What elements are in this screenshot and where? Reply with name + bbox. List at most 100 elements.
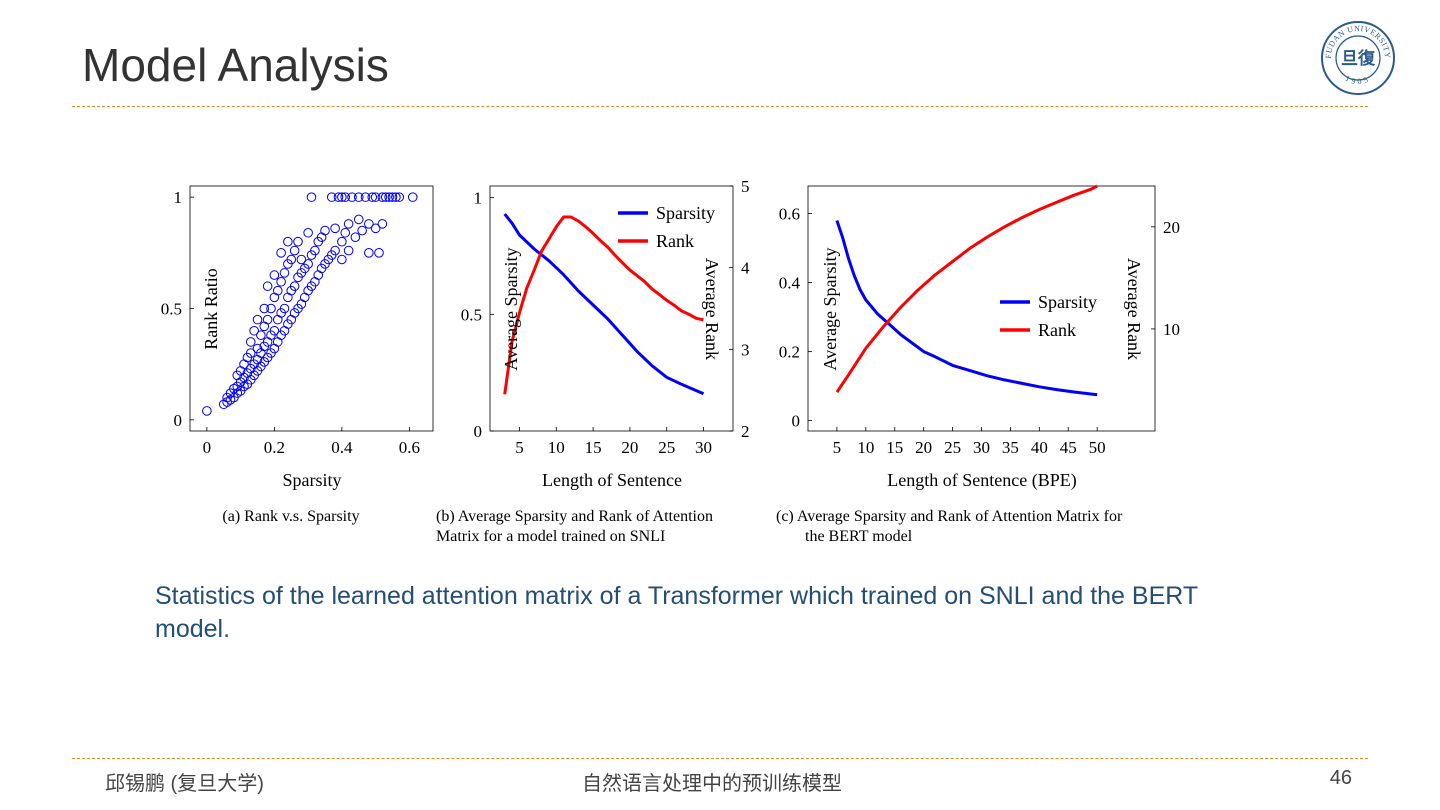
- page-number: 46: [1329, 767, 1352, 789]
- x-tick-label: 10: [548, 438, 565, 457]
- scatter-point: [262, 314, 273, 325]
- scatter-point: [330, 245, 340, 256]
- scatter-point: [343, 219, 354, 229]
- scatter-point: [313, 270, 324, 280]
- slide-caption: Statistics of the learned attention matr…: [155, 582, 1198, 643]
- y2-tick-label: 5: [741, 177, 750, 196]
- scatter-point: [222, 397, 232, 407]
- legend-label-rank: Rank: [1038, 320, 1076, 340]
- slide-title: Model Analysis: [82, 39, 389, 91]
- scatter-point: [353, 214, 364, 225]
- x-axis-label: Sparsity: [282, 470, 341, 490]
- plot-frame: [489, 185, 734, 432]
- y-tick-label: 0: [792, 412, 801, 431]
- x-tick-label: 20: [915, 438, 932, 457]
- scatter-point: [289, 245, 300, 256]
- series-line-sparsity: [503, 213, 705, 396]
- series-line-sparsity: [835, 220, 1098, 397]
- x-axis-label: Length of Sentence (BPE): [887, 470, 1076, 491]
- scatter-point: [249, 325, 259, 336]
- fudan-university-logo: FUDAN UNIVERSITY 1905 旦復: [1321, 21, 1395, 95]
- scatter-point: [380, 192, 391, 202]
- scatter-point: [279, 303, 290, 314]
- plot-frame: [807, 185, 1156, 432]
- scatter-point: [374, 248, 384, 258]
- scatter-point: [343, 245, 354, 256]
- figure-charts: 0 0.2 0.4 0.6 0 0.5 1 Rank Ratio Sparsity (a) Ran…: [161, 177, 1180, 545]
- scatter-point: [364, 219, 374, 229]
- y-tick-label: 0.5: [461, 305, 482, 324]
- footer-author: 邱锡鹏 (复旦大学): [105, 773, 264, 795]
- scatter-point: [293, 236, 303, 247]
- x-tick-label: 5: [833, 438, 842, 457]
- y2-tick-label: 10: [1163, 320, 1180, 339]
- scatter-point: [283, 236, 293, 247]
- scatter-point: [303, 259, 313, 269]
- x-tick-label: 30: [695, 438, 712, 457]
- scatter-point: [269, 270, 280, 280]
- legend-label-sparsity: Sparsity: [1038, 292, 1097, 312]
- y-tick-label: 0: [474, 422, 483, 441]
- x-tick-label: 40: [1031, 438, 1048, 457]
- y-tick-label: 1: [474, 189, 483, 208]
- scatter-point: [353, 192, 364, 202]
- x-tick-label: 15: [585, 438, 602, 457]
- subcaption: Matrix for a model trained on SNLI: [436, 528, 665, 545]
- x-tick-label: 5: [515, 438, 524, 457]
- scatter-point: [357, 225, 367, 236]
- scatter-point: [202, 406, 212, 416]
- scatter-point: [252, 314, 263, 325]
- y-axis-label: Rank Ratio: [201, 268, 221, 350]
- scatter-point: [283, 292, 293, 303]
- scatter-point: [377, 219, 388, 229]
- series-line-rank: [503, 215, 704, 395]
- legend-label-sparsity: Sparsity: [656, 203, 715, 223]
- scatter-point: [276, 276, 286, 287]
- scatter-point: [337, 192, 347, 202]
- subcaption: the BERT model: [805, 528, 913, 545]
- y-tick-label: 0.2: [779, 343, 800, 362]
- series-line-rank: [835, 184, 1098, 394]
- subcaption: (a) Rank v.s. Sparsity: [222, 508, 359, 525]
- x-tick-label: 25: [658, 438, 675, 457]
- scatter-point: [394, 192, 405, 202]
- scatter-point: [367, 192, 378, 202]
- y2-tick-label: 4: [741, 259, 750, 278]
- scatter-point: [350, 232, 361, 243]
- scatter-point: [259, 303, 270, 314]
- scatter-point: [330, 223, 340, 234]
- x-tick-label: 50: [1089, 438, 1106, 457]
- scatter-point: [347, 192, 357, 202]
- scatter-point: [272, 314, 283, 325]
- scatter-point: [364, 248, 374, 258]
- scatter-point: [245, 337, 256, 347]
- y-tick-label: 0.6: [779, 205, 800, 224]
- y-tick-label: 0.4: [779, 274, 801, 293]
- logo-glyph: 旦復: [1341, 48, 1376, 68]
- y2-axis-label: Average Rank: [1124, 258, 1144, 360]
- scatter-point: [326, 192, 337, 202]
- y2-axis-label: Average Rank: [702, 258, 722, 360]
- x-tick-label: 45: [1060, 438, 1077, 457]
- y-tick-label: 1: [174, 188, 183, 207]
- scatter-point: [333, 192, 344, 202]
- x-tick-label: 25: [944, 438, 961, 457]
- x-tick-label: 30: [973, 438, 990, 457]
- scatter-point: [269, 292, 280, 303]
- x-tick-label: 10: [857, 438, 874, 457]
- scatter-point: [272, 285, 283, 296]
- x-axis-label: Length of Sentence: [542, 470, 682, 490]
- scatter-point: [289, 281, 300, 292]
- scatter-point: [279, 268, 290, 278]
- scatter-point: [286, 254, 297, 265]
- scatter-point: [262, 281, 273, 292]
- subcaption: (b) Average Sparsity and Rank of Attenti…: [436, 508, 713, 525]
- x-tick-label: 0: [203, 438, 212, 457]
- y2-tick-label: 3: [741, 340, 750, 359]
- scatter-point: [269, 325, 280, 336]
- x-tick-label: 15: [886, 438, 903, 457]
- scatter-point: [370, 192, 381, 202]
- scatter-point: [370, 223, 381, 234]
- scatter-point: [266, 303, 276, 314]
- chart-bert-sparsity-rank: 5 10 15 20 25 30 35 40 45 50 0 0.2 0.4 0.6 10 20 Sparsit…: [776, 184, 1180, 545]
